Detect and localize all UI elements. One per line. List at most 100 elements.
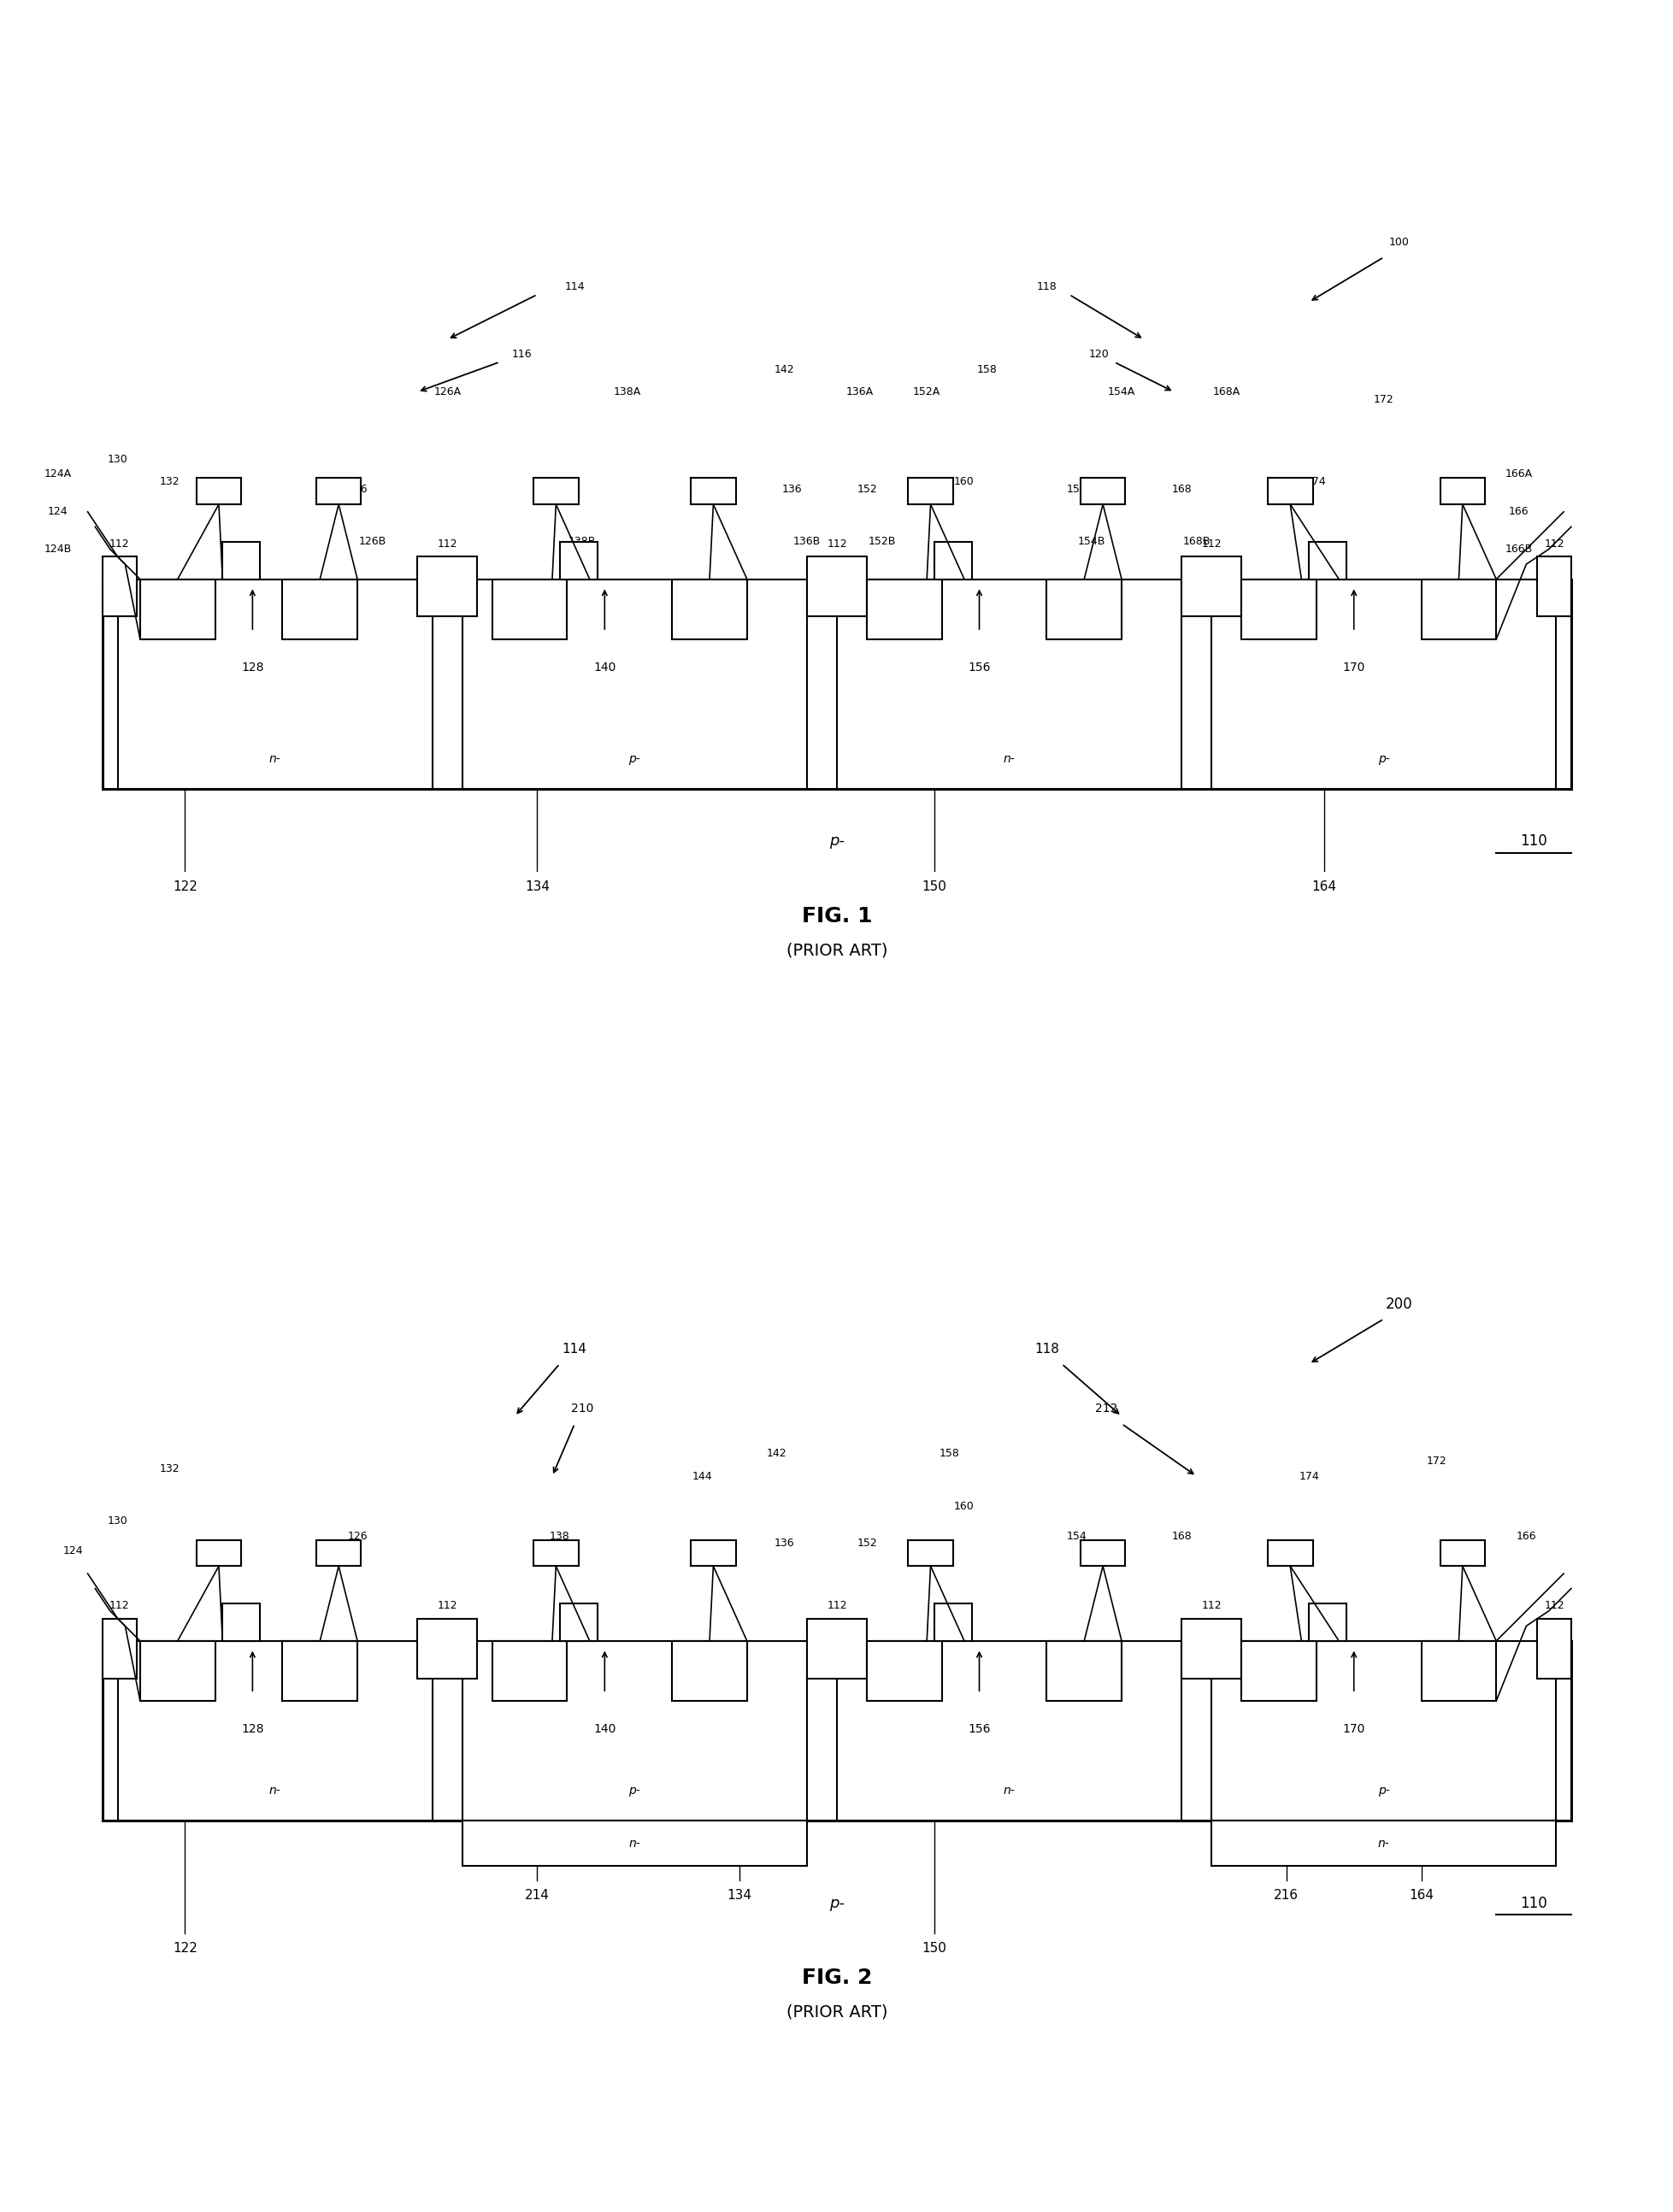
Text: 156: 156 <box>967 661 990 675</box>
Bar <box>102 1619 136 1679</box>
Text: 142: 142 <box>766 1449 786 1460</box>
Bar <box>1439 1540 1484 1566</box>
Text: 168: 168 <box>1171 1531 1191 1542</box>
Text: 136B: 136B <box>793 535 820 546</box>
Text: 124: 124 <box>47 507 69 518</box>
Text: 126: 126 <box>346 484 368 495</box>
Text: 200: 200 <box>1385 1296 1412 1312</box>
Text: 164: 164 <box>1312 880 1335 894</box>
Bar <box>1308 1604 1345 1641</box>
Bar <box>1439 478 1484 504</box>
Text: FIG. 2: FIG. 2 <box>801 1969 872 1989</box>
Text: n+: n+ <box>701 604 718 615</box>
Text: 114: 114 <box>564 281 584 292</box>
Bar <box>223 542 259 580</box>
Text: 124: 124 <box>62 1546 82 1557</box>
Bar <box>1046 580 1121 639</box>
Bar <box>283 580 358 639</box>
Text: 152A: 152A <box>912 387 940 398</box>
Bar <box>1266 1540 1312 1566</box>
Text: 168B: 168B <box>1183 535 1210 546</box>
Bar <box>223 1604 259 1641</box>
Bar <box>1181 1619 1241 1679</box>
Text: 154A: 154A <box>1108 387 1134 398</box>
Bar <box>417 557 477 617</box>
Text: p+: p+ <box>311 604 328 615</box>
Text: 112: 112 <box>109 538 129 549</box>
Text: 144: 144 <box>691 1471 711 1482</box>
Bar <box>1308 542 1345 580</box>
Text: 214: 214 <box>525 1889 549 1902</box>
Bar <box>1079 1540 1124 1566</box>
Text: n-: n- <box>269 1785 281 1796</box>
Text: p-: p- <box>629 1785 641 1796</box>
Text: 216: 216 <box>1273 1889 1298 1902</box>
Bar <box>283 1641 358 1701</box>
Text: (PRIOR ART): (PRIOR ART) <box>786 942 887 958</box>
Text: 144: 144 <box>691 476 711 487</box>
Text: 122: 122 <box>172 1942 197 1955</box>
Text: 166: 166 <box>1507 507 1527 518</box>
Text: 116: 116 <box>512 349 532 361</box>
Bar <box>1420 1641 1496 1701</box>
Bar <box>462 580 806 790</box>
Text: 154B: 154B <box>1077 535 1104 546</box>
Text: 150: 150 <box>922 880 947 894</box>
Text: p+: p+ <box>895 1666 912 1677</box>
Text: 138A: 138A <box>612 387 641 398</box>
Bar <box>102 580 1571 790</box>
Bar <box>1266 478 1312 504</box>
Text: FIG. 1: FIG. 1 <box>801 907 872 927</box>
Text: 166: 166 <box>1516 1531 1536 1542</box>
Text: 112: 112 <box>1201 538 1221 549</box>
Text: n+: n+ <box>520 604 537 615</box>
Text: n+: n+ <box>1270 604 1287 615</box>
Text: 126B: 126B <box>358 535 386 546</box>
Text: 110: 110 <box>1519 1896 1546 1911</box>
Text: 166A: 166A <box>1504 469 1532 480</box>
Text: p+: p+ <box>1076 1666 1092 1677</box>
Text: 158: 158 <box>975 365 997 376</box>
Bar <box>1537 1619 1571 1679</box>
Bar <box>1241 1641 1315 1701</box>
Text: n+: n+ <box>1450 1666 1467 1677</box>
Text: 210: 210 <box>570 1402 594 1416</box>
Text: 152B: 152B <box>868 535 895 546</box>
Text: p+: p+ <box>311 1666 328 1677</box>
Text: 128: 128 <box>241 661 264 675</box>
Bar <box>673 580 746 639</box>
Bar <box>102 1641 1571 1820</box>
Text: p+: p+ <box>895 604 912 615</box>
Bar <box>836 1641 1181 1820</box>
Text: 136A: 136A <box>845 387 873 398</box>
Text: 170: 170 <box>1342 1723 1365 1736</box>
Bar <box>196 1540 241 1566</box>
Text: 132: 132 <box>161 476 181 487</box>
Text: n+: n+ <box>701 1666 718 1677</box>
Text: 134: 134 <box>525 880 549 894</box>
Text: n-: n- <box>1377 1838 1389 1849</box>
Bar <box>117 580 432 790</box>
Text: (PRIOR ART): (PRIOR ART) <box>786 2004 887 2020</box>
Bar <box>1420 580 1496 639</box>
Text: p-: p- <box>828 1896 845 1911</box>
Bar <box>492 580 567 639</box>
Text: 130: 130 <box>107 453 127 465</box>
Text: p-: p- <box>1377 752 1389 765</box>
Bar <box>534 478 579 504</box>
Bar <box>141 580 214 639</box>
Bar <box>492 1641 567 1701</box>
Text: 140: 140 <box>594 661 616 675</box>
Bar <box>196 478 241 504</box>
Text: 168: 168 <box>1171 484 1191 495</box>
Text: 124B: 124B <box>43 544 72 555</box>
Text: 142: 142 <box>775 365 795 376</box>
Bar <box>908 478 952 504</box>
Text: 172: 172 <box>1374 394 1394 405</box>
Text: 126: 126 <box>346 1531 368 1542</box>
Text: 156: 156 <box>967 1723 990 1736</box>
Text: p+: p+ <box>1076 604 1092 615</box>
Bar <box>934 1604 972 1641</box>
Bar <box>691 1540 736 1566</box>
Bar <box>462 1641 806 1820</box>
